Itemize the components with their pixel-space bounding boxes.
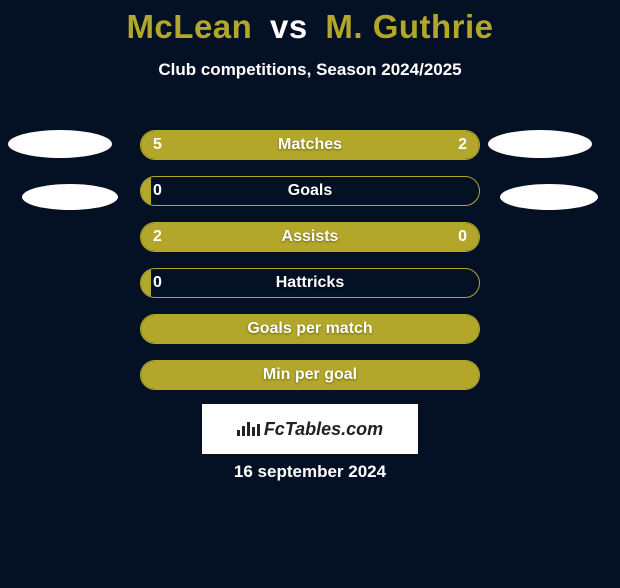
stat-value-left: 0: [153, 177, 162, 205]
bar-left: [141, 269, 151, 297]
bar-left: [141, 177, 151, 205]
bar-left: [141, 223, 411, 251]
bar-right: [411, 223, 479, 251]
bar-left: [141, 361, 479, 389]
decorative-ellipse: [8, 130, 112, 158]
stat-value-left: 0: [153, 269, 162, 297]
stat-label: Goals: [141, 177, 479, 205]
comparison-title: McLean vs M. Guthrie: [0, 8, 620, 46]
stat-row: Hattricks0: [140, 268, 480, 298]
decorative-ellipse: [22, 184, 118, 210]
stat-row: Matches52: [140, 130, 480, 160]
logo-icon: [237, 422, 260, 436]
date: 16 september 2024: [0, 462, 620, 482]
stat-label: Hattricks: [141, 269, 479, 297]
subtitle: Club competitions, Season 2024/2025: [0, 60, 620, 80]
comparison-chart: Matches52Goals0Assists20Hattricks0Goals …: [140, 130, 480, 406]
bar-left: [141, 315, 479, 343]
player1-name: McLean: [126, 8, 252, 45]
logo: FcTables.com: [237, 419, 383, 440]
stat-row: Assists20: [140, 222, 480, 252]
logo-box: FcTables.com: [202, 404, 418, 454]
title-vs: vs: [270, 8, 308, 45]
stat-row: Goals0: [140, 176, 480, 206]
stat-row: Goals per match: [140, 314, 480, 344]
logo-text: FcTables.com: [264, 419, 383, 440]
bar-left: [141, 131, 374, 159]
player2-name: M. Guthrie: [325, 8, 493, 45]
stat-row: Min per goal: [140, 360, 480, 390]
decorative-ellipse: [500, 184, 598, 210]
decorative-ellipse: [488, 130, 592, 158]
bar-right: [374, 131, 479, 159]
